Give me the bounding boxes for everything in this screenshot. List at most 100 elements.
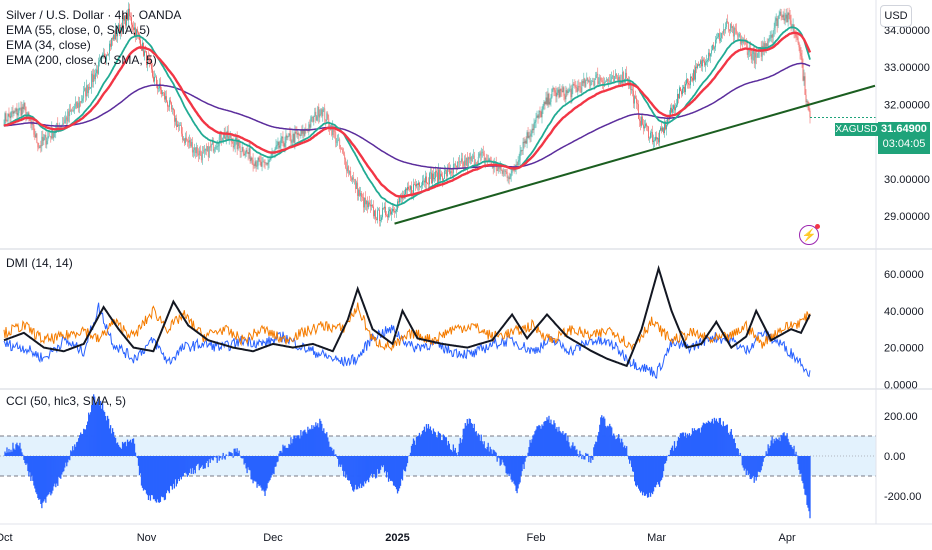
candle-body: [263, 161, 265, 163]
cci-bar: [484, 448, 486, 456]
candle-body: [340, 147, 342, 150]
candle-body: [364, 197, 366, 208]
cci-bar: [411, 443, 414, 456]
candle-body: [659, 130, 660, 143]
candle-body: [375, 210, 376, 219]
cci-bar: [268, 456, 270, 482]
cci-bar: [266, 456, 268, 489]
candle-body: [147, 56, 148, 66]
dmi-pane[interactable]: [3, 264, 811, 379]
cci-bar: [496, 456, 498, 462]
candle-body: [753, 50, 755, 64]
ema34-legend[interactable]: EMA (34, close): [6, 38, 91, 52]
candle-body: [750, 51, 752, 60]
cci-bar: [762, 456, 764, 462]
y-tick-label: 20.0000: [884, 343, 924, 355]
cci-bar: [317, 423, 319, 456]
candle-body: [4, 113, 6, 126]
candle-body: [100, 58, 101, 61]
cci-bar: [244, 456, 246, 464]
cci-bar: [351, 456, 353, 487]
candle-body: [652, 132, 653, 143]
cci-bar: [679, 433, 682, 456]
candle-body: [728, 29, 730, 31]
candle-body: [746, 45, 748, 55]
candle-body: [166, 96, 167, 102]
cci-bar: [243, 456, 245, 465]
cci-bar: [487, 442, 489, 456]
ema200-legend[interactable]: EMA (200, close, 0, SMA, 5): [6, 53, 157, 67]
cci-bar: [451, 451, 453, 456]
cci-bar: [375, 456, 378, 478]
cci-bar: [60, 456, 62, 479]
cci-bar: [285, 447, 287, 456]
cci-bar: [545, 420, 547, 456]
cci-bar: [222, 452, 224, 456]
candle-body: [525, 140, 527, 144]
cci-bar: [654, 456, 657, 488]
cci-bar: [363, 456, 365, 487]
candle-body: [439, 169, 440, 180]
candle-body: [380, 220, 381, 221]
candle-body: [597, 73, 599, 84]
candle-body: [194, 147, 196, 153]
candle-body: [76, 101, 78, 108]
cci-bar: [93, 394, 95, 456]
cci-bar: [505, 456, 507, 474]
cci-bar: [37, 456, 39, 498]
cci-bar: [745, 456, 747, 476]
candle-body: [705, 62, 706, 66]
cci-bar: [391, 456, 394, 482]
candle-body: [126, 12, 127, 26]
candle-body: [317, 106, 319, 117]
cci-bar: [18, 446, 20, 456]
ema55-legend[interactable]: EMA (55, close, 0, SMA, 5): [6, 23, 151, 37]
cci-bar: [611, 427, 613, 456]
candle-body: [435, 171, 436, 178]
candle-body: [319, 114, 321, 118]
cci-bar: [77, 441, 79, 456]
cci-bar: [267, 456, 269, 484]
cci-bar: [467, 423, 469, 456]
cci-bar: [189, 456, 191, 469]
candle-body: [358, 189, 360, 196]
candle-body: [399, 196, 400, 203]
cci-bar: [168, 456, 171, 494]
candle-body: [351, 177, 353, 181]
x-tick-label: 2025: [385, 532, 409, 544]
currency-button[interactable]: USD: [880, 5, 912, 27]
candle-body: [159, 83, 160, 89]
candle-body: [327, 113, 329, 119]
cci-bar: [110, 433, 113, 456]
cci-bar: [199, 456, 201, 469]
price-pane[interactable]: [3, 2, 876, 227]
cci-bar: [137, 456, 140, 466]
candle-body: [609, 80, 611, 83]
cci-bar: [728, 434, 730, 456]
candle-body: [377, 210, 378, 221]
cci-legend[interactable]: CCI (50, hlc3, SMA, 5): [6, 394, 127, 408]
candle-body: [770, 34, 772, 38]
candle-body: [254, 161, 256, 166]
candle-body: [185, 137, 187, 141]
cci-bar: [133, 443, 136, 456]
candle-body: [685, 83, 686, 93]
cci-pane[interactable]: [0, 394, 876, 519]
lightning-icon[interactable]: ⚡: [799, 224, 820, 245]
cci-bar: [761, 456, 763, 467]
candle-body: [715, 39, 716, 48]
candle-body: [415, 184, 416, 187]
cci-bar: [651, 456, 654, 495]
candle-body: [383, 207, 384, 209]
candle-body: [594, 78, 596, 86]
y-tick-label: 0.0000: [884, 379, 918, 391]
dmi-legend[interactable]: DMI (14, 14): [6, 256, 73, 270]
cci-bar: [393, 456, 396, 486]
support-trendline[interactable]: [394, 84, 876, 225]
cci-bar: [565, 433, 567, 456]
cci-bar: [694, 430, 697, 456]
cci-bar: [535, 429, 537, 456]
cci-bar: [416, 436, 419, 456]
candle-body: [470, 156, 472, 162]
